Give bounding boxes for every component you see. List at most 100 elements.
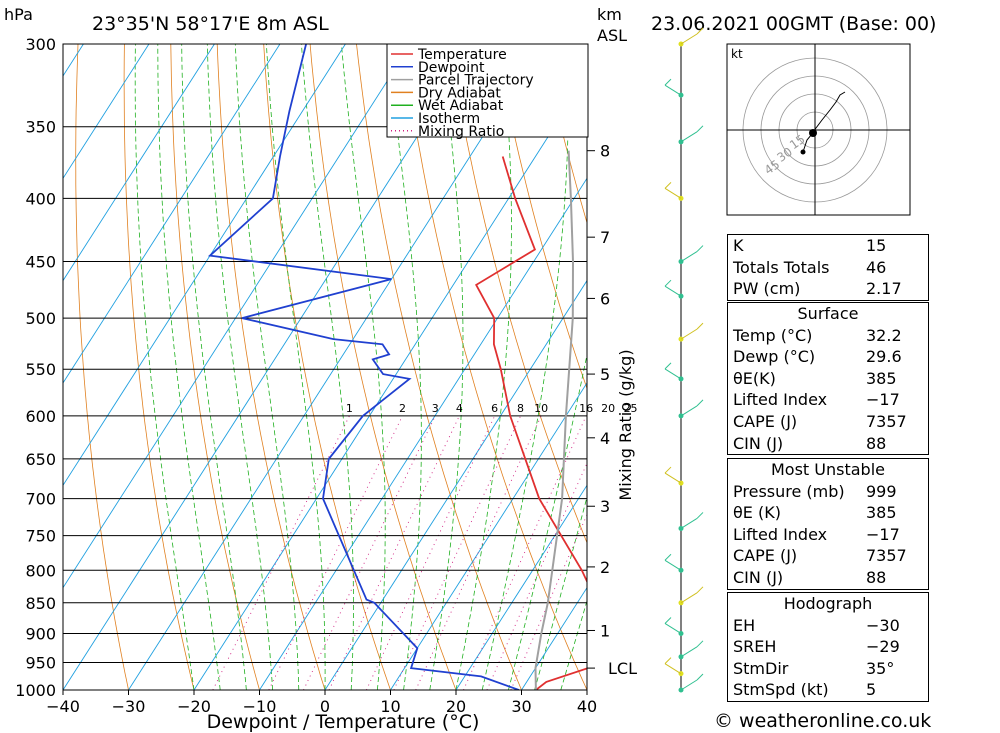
isotherm [128,44,543,690]
isotherm [324,279,587,690]
isotherm [63,44,412,589]
wind-profile [664,27,704,693]
x-tick-label: 10 [380,697,400,716]
mixing-ratio-line [393,415,522,690]
wet-adiabat [341,44,386,690]
dry-adiabat [960,44,1000,690]
mixing-ratio-axis-title: Mixing Ratio (g/kg) [616,349,635,500]
parcel-trajectory-line [534,150,575,690]
legend-entry: Parcel Trajectory [418,73,534,89]
pressure-tick-label: 850 [25,594,56,613]
location-title: 23°35'N 58°17'E 8m ASL [92,13,329,35]
surface-panel: Surface Temp (°C) 32.2 Dewp (°C) 29.6 θE(K… [727,302,929,456]
wind-barb-flag [696,673,704,681]
isotherm [63,44,281,384]
wet-adiabat [206,44,273,690]
pressure-tick-label: 600 [25,407,56,426]
most-unstable-row: θE (K) 385 [733,503,897,523]
legend-entry: Wet Adiabat [418,98,504,114]
plot-frame [62,43,588,691]
most-unstable-row: Pressure (mb) 999 [733,481,897,501]
credit-link[interactable]: © weatheronline.co.uk [714,710,932,732]
legend-entry: Dry Adiabat [418,85,501,101]
mixing-ratio-label: 16 [579,402,593,415]
wind-barb [664,285,682,297]
height-tick-label: 5 [600,365,610,384]
wind-barb [680,405,698,417]
legend-entry: Isotherm [418,111,480,127]
height-tick-label: 3 [600,497,610,516]
wet-adiabat [508,352,587,690]
x-tick-label: −10 [243,697,277,716]
wet-adiabat [429,44,464,690]
pressure-tick-label: 400 [25,189,56,208]
run-time: 23.06.2021 00GMT (Base: 00) [651,13,936,35]
surface-row: CAPE (J) 7357 [733,411,907,431]
legend-entry: Dewpoint [418,60,485,76]
wind-barb [664,559,682,571]
height-ref: ASL [597,26,627,45]
pressure-tick-label: 950 [25,653,56,672]
legend-entry: Temperature [417,47,507,63]
wind-barb-flag [664,617,672,624]
x-tick-label: −40 [46,697,80,716]
isotherm [193,75,587,690]
index-row-totals: Totals Totals 46 [733,257,887,277]
height-unit: km [597,5,622,24]
mixing-ratio-label: 6 [491,402,498,415]
wind-barb-flag [664,466,672,474]
isotherm [259,177,587,690]
most-unstable-row: CAPE (J) 7357 [733,546,907,566]
hodograph-trace [802,91,846,153]
mixing-ratio-label: 25 [624,402,638,415]
dry-adiabat [541,44,587,225]
wind-barb [664,472,682,484]
wind-barb-flag [696,512,704,519]
mixing-ratio-label: 20 [601,402,615,415]
surface-row: CIN (J) 88 [733,433,887,453]
wind-barb [664,368,682,380]
surface-row: Temp (°C) 32.2 [733,325,902,345]
mixing-ratio-label: 4 [456,402,463,415]
isotherm [63,44,346,487]
height-tick-label: 2 [600,558,610,577]
height-tick-label: 7 [600,228,610,247]
height-tick-label: 6 [600,289,610,308]
wind-barb-flag [664,553,672,561]
isotherm [63,44,150,180]
wind-barb [680,518,698,529]
pressure-tick-label: 650 [25,450,56,469]
mixing-ratio-line [415,415,542,690]
pressure-tick-label: 300 [25,35,56,54]
hodograph-row: StmDir 35° [733,658,895,678]
most-unstable-panel: Most Unstable Pressure (mb) 999 θE (K) 385… [727,458,929,590]
wind-barb [680,131,698,143]
wind-barb-flag [696,586,704,594]
wind-barb-flag [664,362,672,370]
dry-adiabat [170,44,260,690]
pressure-tick-label: 500 [25,309,56,328]
wind-barb-flag [696,399,704,407]
hodograph-title: Hodograph [783,594,873,613]
legend-entry: Mixing Ratio [418,124,504,140]
wet-adiabat [387,44,422,690]
surface-row: θE(K) 385 [733,368,897,388]
surface-row: Dewp (°C) 29.6 [733,347,902,367]
x-tick-label: 40 [577,697,597,716]
wet-adiabat [301,44,354,690]
mixing-ratio-line [328,415,460,690]
x-tick-label: −20 [177,697,211,716]
mixing-ratio-label: 10 [534,402,548,415]
isotherm [0,44,18,690]
dry-adiabat [402,44,587,690]
isotherm [63,44,215,282]
height-tick-label: 4 [600,429,610,448]
wind-barb [680,679,698,691]
mixing-ratio-label: 3 [432,402,439,415]
wet-adiabat [181,44,247,690]
wind-barb-flag [664,657,672,665]
pressure-unit: hPa [4,5,33,24]
hodograph-row: SREH −29 [733,637,900,657]
